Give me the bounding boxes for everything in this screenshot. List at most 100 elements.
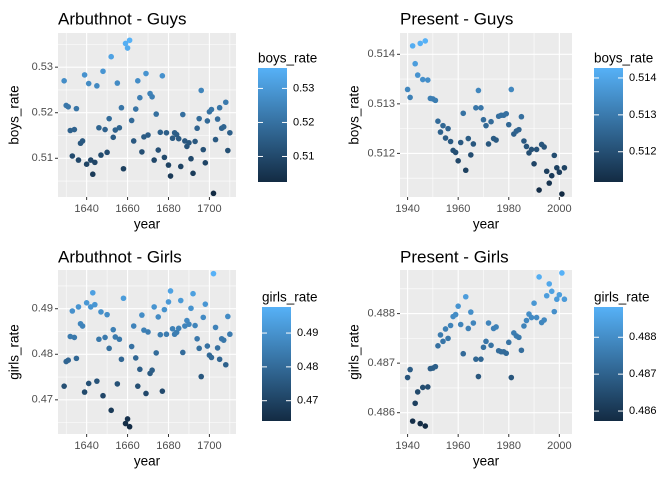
legend-tick-label: 0.488 [629,331,657,343]
data-point [155,314,162,320]
legend-colorbar [258,68,287,182]
data-point [214,116,221,122]
data-point [440,338,446,345]
data-point [457,321,464,328]
data-point [89,289,96,296]
legend-tick-label: 0.53 [293,82,314,94]
y-tick-label: 0.51 [32,152,53,164]
data-point [110,326,117,333]
data-point [208,106,215,113]
data-point [210,190,217,197]
data-point [102,334,108,341]
data-point [85,80,92,87]
data-point [83,161,90,167]
data-point [196,115,202,122]
data-point [452,149,459,156]
data-point [536,187,542,193]
data-point [488,118,494,125]
data-point [505,339,512,346]
data-point [475,373,482,380]
data-point [452,311,459,318]
data-point [409,43,416,49]
data-point [163,129,170,136]
data-point [130,138,137,144]
legend-tick-label: 0.514 [629,72,657,84]
y-tick-label: 0.487 [367,357,395,369]
data-point [475,87,482,94]
chart-title: Present - Guys [400,9,513,28]
data-point [478,105,484,111]
data-point [200,146,207,153]
data-point [521,323,527,329]
data-point [528,314,535,321]
data-point [94,83,100,89]
data-point [435,118,441,124]
data-point [139,312,145,318]
data-point [186,321,192,328]
data-point [104,311,110,318]
legend-tick-label: 0.512 [629,146,657,158]
data-point [480,344,487,351]
data-point [204,118,211,124]
data-point [225,313,231,320]
data-point [556,291,563,298]
data-point [216,356,223,363]
data-point [505,121,512,128]
data-point [442,135,449,141]
data-point [407,94,413,101]
data-point [194,125,200,132]
data-point [122,420,129,427]
data-point [412,400,418,407]
data-point [61,78,67,84]
data-point [143,70,149,77]
data-point [483,122,489,129]
data-point [188,155,194,162]
data-point [521,138,527,144]
legend-title: girls_rate [262,290,318,305]
data-point [194,335,200,342]
data-point [225,147,231,154]
data-point [128,343,135,350]
x-tick-label: 1960 [446,203,470,215]
data-point [412,60,418,67]
data-point [437,332,444,338]
data-point [180,349,186,356]
data-point [531,300,537,307]
x-axis-label: year [473,454,500,469]
data-point [73,105,80,112]
data-point [96,336,102,343]
data-point [468,152,474,158]
data-point [167,173,174,179]
x-tick-label: 1640 [74,203,98,215]
data-point [414,72,421,78]
data-point [508,86,515,93]
data-point [190,290,196,297]
y-tick-label: 0.53 [32,61,53,73]
data-point [83,300,90,306]
chart-panel-3: Arbuthnot - Girls 1640 1660 1680 1700 0.47 0.4… [7,247,319,468]
data-point [137,366,143,373]
data-point [202,160,209,166]
data-point [151,157,157,163]
y-tick-label: 0.49 [32,303,53,315]
legend-tick-label: 0.486 [629,405,657,417]
data-point [159,388,166,394]
data-point [551,152,558,159]
data-point [531,161,537,167]
data-point [169,325,176,332]
data-point [130,323,137,329]
data-point [81,72,88,78]
data-point [79,138,86,144]
y-tick-label: 0.512 [367,147,395,159]
data-point [137,94,143,101]
data-point [445,335,451,342]
data-point [112,334,119,340]
data-point [422,38,429,44]
data-point [151,304,157,310]
data-point [87,157,94,163]
data-point [128,117,135,124]
data-point [112,127,119,133]
legend-title: boys_rate [594,51,653,66]
data-point [208,354,215,361]
x-tick-label: 2000 [547,203,571,215]
